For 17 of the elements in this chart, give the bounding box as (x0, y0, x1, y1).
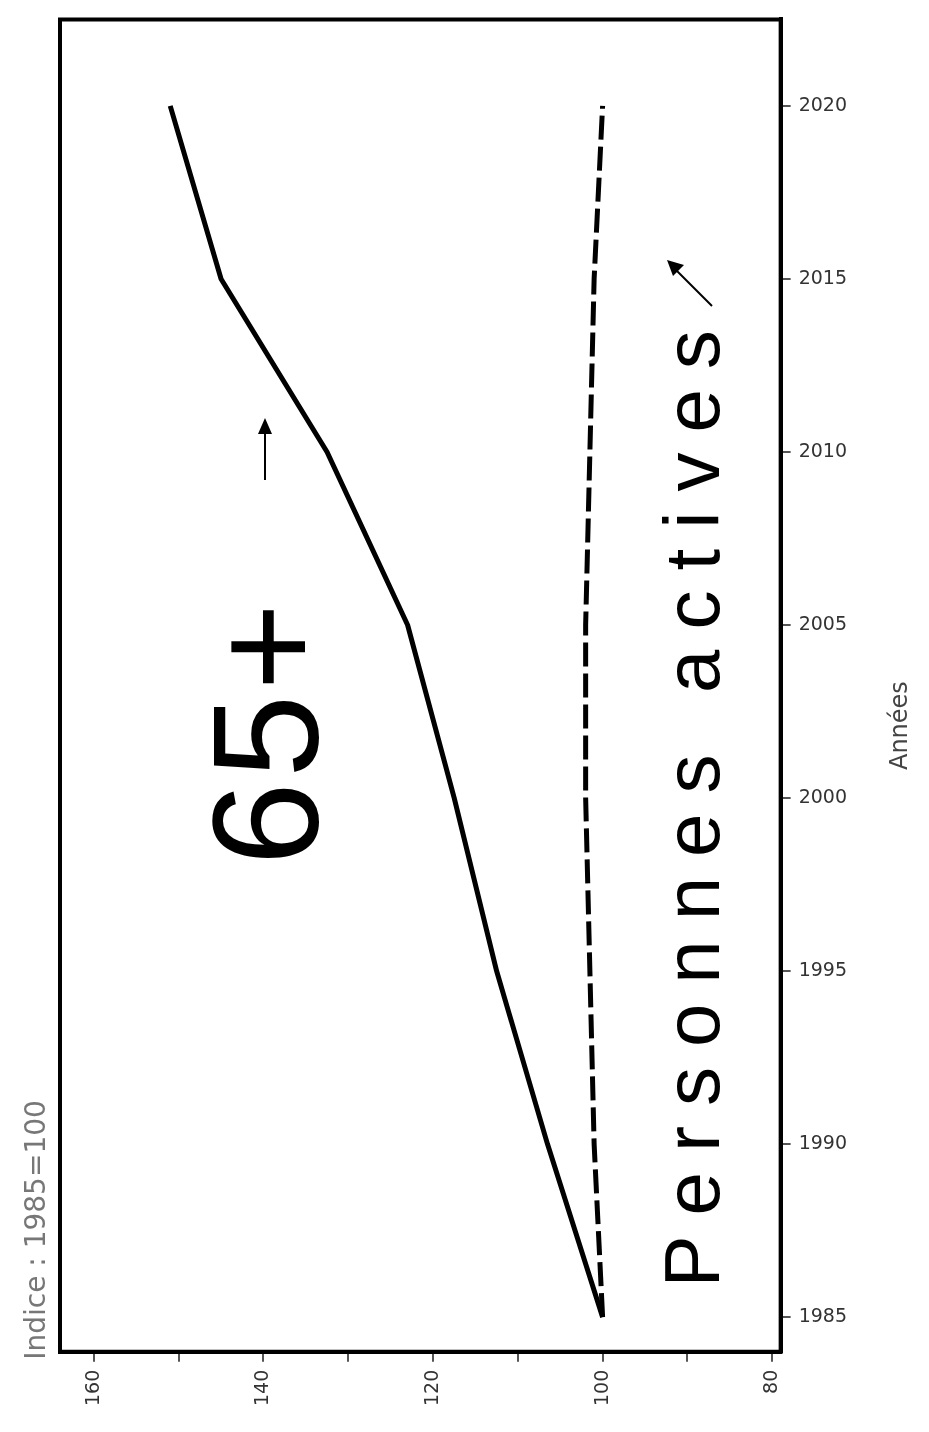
y-tick-label: 2010 (798, 438, 848, 461)
annotation: Personnes actives (648, 310, 737, 1288)
y-tick-label: 2020 (798, 92, 848, 115)
text: Indice : 1985=100 (19, 1100, 53, 1360)
x-tick-label: 140 (250, 1369, 273, 1406)
y-tick-label: 2005 (798, 611, 848, 634)
y-tick-label: 1985 (798, 1304, 848, 1327)
y-tick-label: 2000 (798, 784, 848, 807)
x-tick-label: 160 (80, 1369, 103, 1406)
y-tick-label: 1990 (798, 1131, 848, 1154)
x-tick-label: 100 (589, 1369, 612, 1406)
x-tick-label: 80 (759, 1369, 782, 1394)
x-tick-label: 120 (419, 1369, 442, 1406)
y-axis-title: Années (885, 681, 914, 770)
y-tick-label: 2015 (798, 265, 848, 288)
y-tick-label: 1995 (798, 958, 848, 981)
annotation: 65+ (181, 598, 350, 866)
